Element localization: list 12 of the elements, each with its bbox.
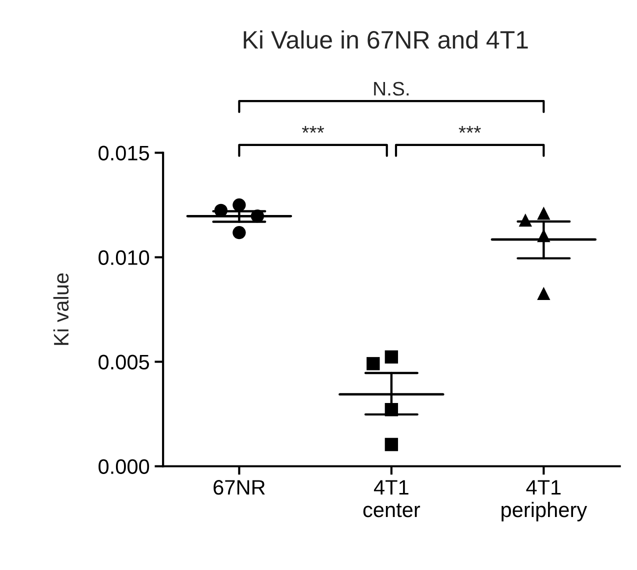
- chart-title: Ki Value in 67NR and 4T1: [244, 30, 528, 49]
- text: ***: [302, 126, 324, 133]
- x-tick-label: 4T1 periphery: [502, 480, 588, 522]
- y-tick-label: 0.000: [98, 459, 150, 474]
- x-tick-label: 67NR: [214, 480, 265, 495]
- y-tick-label: 0.015: [98, 146, 150, 161]
- text: ***: [458, 126, 481, 133]
- x-tick-label: 4T1 center: [363, 480, 420, 518]
- y-tick-label: 0.010: [98, 250, 150, 266]
- y-tick-label: 0.005: [98, 354, 150, 370]
- text: N.S.: [374, 82, 409, 96]
- y-axis-title: Ki value: [53, 273, 69, 345]
